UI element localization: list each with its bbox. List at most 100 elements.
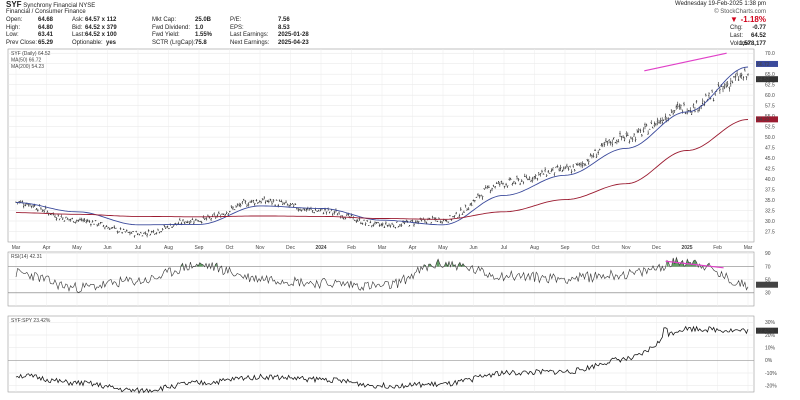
volume-value: 1,578,177 [739, 41, 766, 47]
ratio-y-tick-label: -20% [765, 383, 777, 389]
rsi-overbought-fill [458, 262, 465, 267]
price-legend-entry: MA(50) 66.72 [11, 58, 42, 64]
change-percent: -1.18% [740, 15, 766, 24]
field-value: 64.52 x 100 [85, 32, 117, 39]
price-x-tick-label: Sep [195, 245, 204, 251]
ma50-value-tag-label: 66.72 [757, 62, 770, 68]
change-down-arrow-icon: ▼ [730, 15, 738, 24]
price-x-tick-label: Jul [135, 245, 141, 251]
quote-row: Last Earnings: 2025-01-28 [230, 32, 309, 40]
ma50-value-tag [756, 60, 778, 67]
price-x-tick-label: Dec [652, 245, 661, 251]
price-x-tick-label: Jun [469, 245, 477, 251]
field-value: 75.8 [195, 39, 207, 46]
ma200-value-tag-label: 54.23 [757, 117, 770, 123]
price-y-tick-label: 52.5 [765, 124, 775, 130]
rsi-overbought-fill [436, 259, 440, 267]
field-label: Fwd Yield: [152, 32, 180, 39]
quote-row: SCTR (LrgCap): 75.8 [152, 40, 207, 48]
field-value: 64.80 [38, 24, 54, 31]
quote-row: Prev Close: 65.29 [6, 39, 53, 48]
rsi-trendline [665, 260, 724, 269]
quote-row: Optionable: yes [72, 39, 116, 48]
rsi-line [15, 256, 749, 294]
quote-header: SYF Synchrony Financial NYSE Financial /… [0, 0, 800, 48]
field-value: 2025-04-23 [278, 39, 309, 46]
price-x-tick-label: Feb [713, 245, 722, 251]
quote-row: Low: 63.41 [6, 32, 53, 40]
field-value: 7.56 [278, 17, 290, 23]
price-y-tick-label: 32.5 [765, 208, 775, 214]
price-x-tick-label: Feb [347, 245, 356, 251]
watermark: © StockCharts.com [714, 9, 766, 15]
field-label: Mkt Cap: [152, 17, 177, 23]
price-x-tick-label: Nov [256, 245, 265, 251]
price-x-tick-label: 2025 [681, 245, 692, 251]
field-label: Low: [6, 32, 19, 39]
price-y-tick-label: 60.0 [765, 93, 775, 99]
price-x-tick-label: Jul [501, 245, 507, 251]
quote-col-1: Open: 64.68 High: 64.80 Low: 63.41 Prev … [6, 17, 53, 48]
price-x-tick-label: Sep [561, 245, 570, 251]
ratio-last-value-tag [756, 327, 778, 334]
field-value: yes [106, 39, 117, 46]
price-panel: 27.5 30.0 32.5 35.0 37.5 40.0 42.5 45.0 47.5 50.0… [7, 48, 778, 251]
quote-row: Fwd Dividend: 1.0 [152, 25, 203, 33]
price-y-tick-label: 30.0 [765, 219, 775, 225]
price-y-tick-label: 45.0 [765, 156, 775, 162]
field-label: Optionable: [72, 39, 103, 46]
price-y-tick-label: 62.5 [765, 82, 775, 88]
rsi-legend-entry: RSI(14) 42.31 [11, 254, 42, 260]
quote-row: EPS: 8.53 [230, 24, 290, 33]
field-value: 65.29 [38, 39, 54, 46]
price-y-tick-label: 65.0 [765, 72, 775, 78]
price-x-tick-label: Aug [164, 245, 173, 251]
company-name: Synchrony Financial [23, 3, 78, 9]
ratio-y-tick-label: -10% [765, 371, 777, 377]
rsi-y-tick-label: 90 [765, 251, 771, 257]
price-y-tick-label: 47.5 [765, 145, 775, 151]
quote-row: Ask: 64.57 x 112 [72, 17, 116, 25]
rsi-overbought-fill [428, 264, 432, 267]
rsi-y-tick-label: 50 [765, 277, 771, 283]
price-y-tick-label: 50.0 [765, 135, 775, 141]
price-x-tick-label: Mar [12, 245, 21, 251]
price-x-tick-label: Apr [43, 245, 51, 251]
field-label: Prev Close: [6, 39, 38, 46]
field-value: 64.68 [38, 17, 54, 23]
field-value: 1.0 [195, 24, 204, 31]
price-x-tick-label: Mar [744, 245, 753, 251]
quote-date: Wednesday 19-Feb-2025 1:38 pm [675, 1, 766, 7]
quote-row: Bid: 64.52 x 379 [72, 25, 117, 33]
rsi-overbought-fill [452, 261, 456, 267]
price-x-tick-label: Dec [286, 245, 295, 251]
price-x-tick-label: Apr [409, 245, 417, 251]
price-y-tick-label: 40.0 [765, 177, 775, 183]
ma200-line [16, 119, 749, 220]
field-value: 63.41 [38, 32, 54, 39]
ma200-value-tag [756, 116, 778, 123]
field-label: EPS: [230, 24, 244, 31]
price-y-tick-label: 42.5 [765, 166, 775, 172]
sector: Financial / Consumer Finance [6, 9, 86, 15]
field-label: Open: [6, 17, 23, 23]
last-value: 64.52 [750, 33, 766, 39]
price-y-tick-label: 70.0 [765, 51, 775, 57]
ratio-last-value-tag-label: 23.42% [757, 328, 775, 334]
rsi-y-tick-label: 30 [765, 291, 771, 297]
quote-col-2: Ask: 64.57 x 112 Bid: 64.52 x 379 Last: … [72, 17, 117, 48]
ratio-line [15, 325, 749, 395]
price-last-value-tag-label: 64.52 [757, 77, 770, 83]
price-legend-entry: MA(200) 54.23 [11, 64, 44, 70]
price-x-tick-label: 2024 [315, 245, 326, 251]
price-trendline [644, 52, 727, 72]
symbol: SYF [6, 0, 22, 9]
price-last-value-tag [756, 76, 778, 83]
rsi-overbought-fill [196, 262, 203, 267]
field-value: 64.52 x 379 [85, 24, 117, 31]
price-x-tick-label: Aug [530, 245, 539, 251]
price-x-tick-label: May [438, 245, 448, 251]
price-x-tick-label: Jun [103, 245, 111, 251]
quote-row: P/E: 7.56 [230, 17, 290, 25]
